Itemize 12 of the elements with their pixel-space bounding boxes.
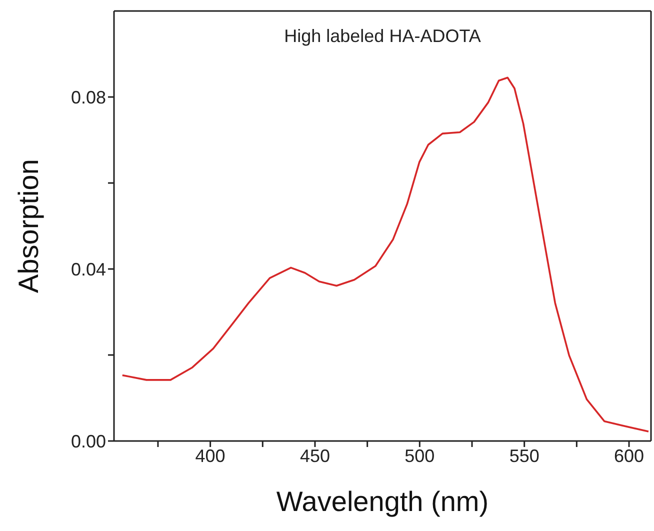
y-tick-label: 0.08 <box>70 87 106 108</box>
x-tick-label: 400 <box>195 446 226 466</box>
text: High labeled HA-ADOTA <box>283 26 482 47</box>
x-tick-label: 500 <box>404 446 435 466</box>
x-tick-label: 600 <box>614 446 644 466</box>
x-tick-label: 450 <box>300 446 330 466</box>
x-tick-label: 550 <box>509 446 540 466</box>
line-series <box>121 76 650 432</box>
y-tick-label: 0.04 <box>70 259 106 280</box>
y-axis-title: Absorption <box>12 159 44 293</box>
x-axis-title: Wavelength (nm) <box>276 486 489 517</box>
y-tick-label: 0.00 <box>70 431 106 452</box>
